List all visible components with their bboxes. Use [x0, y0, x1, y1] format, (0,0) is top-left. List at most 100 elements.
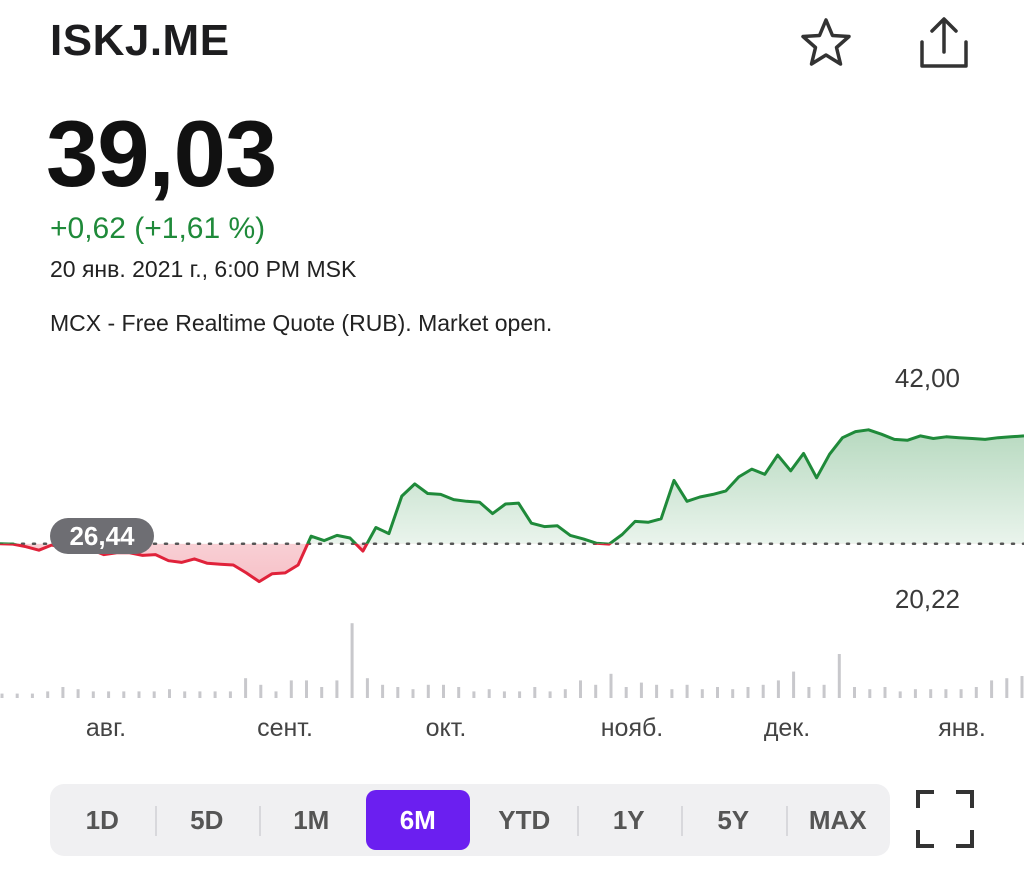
volume-bar	[761, 684, 765, 698]
volume-bar	[959, 689, 963, 698]
volume-bar	[411, 689, 415, 698]
ticker-symbol: ISKJ.ME	[50, 16, 230, 65]
volume-bar	[320, 687, 324, 698]
volume-bar	[670, 689, 674, 698]
volume-bar	[853, 687, 856, 698]
quote-source: MCX - Free Realtime Quote (RUB). Market …	[50, 310, 553, 336]
volume-bar	[107, 691, 111, 698]
volume-bar	[944, 689, 948, 698]
volume-bar	[974, 687, 978, 698]
volume-bar	[883, 687, 887, 698]
area-fill-down	[1, 543, 610, 582]
volume-bar	[274, 691, 278, 698]
price-change: +0,62 (+1,61 %)	[50, 212, 266, 245]
volume-bar	[1020, 676, 1024, 698]
volume-bar	[548, 691, 552, 698]
volume-bar	[487, 689, 491, 698]
range-1y-button[interactable]: 1Y	[576, 784, 682, 856]
volume-bar	[137, 691, 141, 698]
volume-bar	[716, 687, 719, 698]
volume-bar	[807, 687, 811, 698]
volume-bar	[700, 689, 704, 698]
volume-bar	[305, 680, 308, 698]
range-ytd-button[interactable]: YTD	[498, 804, 551, 835]
volume-bar	[15, 693, 19, 698]
x-axis-labels: авг. сент. окт. нояб. дек. янв.	[86, 714, 986, 742]
volume-bar	[685, 684, 689, 698]
volume-bar	[868, 689, 872, 698]
time-range-selector: 1D 5D 1M 6M YTD 1Y 5Y MAX	[50, 784, 890, 856]
range-max-button[interactable]: MAX	[785, 784, 891, 856]
volume-bar	[228, 691, 232, 698]
volume-bar	[76, 689, 80, 698]
volume-bar	[152, 691, 156, 698]
range-1d-button[interactable]: 1D	[85, 804, 119, 835]
volume-bar	[472, 691, 476, 698]
watchlist-star-button[interactable]	[796, 14, 856, 74]
volume-bar	[0, 693, 4, 698]
volume-bar	[91, 691, 95, 698]
volume-bar	[396, 687, 400, 698]
volume-bar	[289, 680, 293, 698]
volume-bar	[335, 680, 339, 698]
x-axis-label: нояб.	[601, 714, 664, 742]
volume-bar	[213, 691, 217, 698]
volume-bar	[198, 691, 202, 698]
volume-bar	[624, 687, 628, 698]
volume-bar	[502, 691, 506, 698]
volume-bar	[594, 684, 598, 698]
volume-bar	[46, 691, 50, 698]
volume-bars	[0, 623, 1024, 698]
area-fill-up	[0, 429, 1024, 544]
volume-bar	[929, 689, 933, 698]
volume-bar	[776, 680, 780, 698]
high-label: 42,00	[895, 363, 960, 393]
volume-bar	[837, 654, 841, 698]
x-axis-label: авг.	[86, 714, 126, 742]
fullscreen-icon	[916, 790, 974, 848]
volume-bar	[898, 691, 902, 698]
low-label: 20,22	[895, 584, 960, 614]
price-line-up	[0, 428, 1024, 544]
volume-bar	[822, 684, 826, 698]
x-axis-label: янв.	[938, 714, 986, 742]
volume-bar	[563, 689, 567, 698]
previous-close-badge: 26,44	[50, 518, 154, 554]
volume-bar	[30, 693, 34, 698]
volume-bar	[518, 691, 522, 698]
volume-bar	[792, 671, 796, 698]
volume-bar	[350, 623, 354, 698]
volume-bar	[442, 684, 445, 698]
range-1m-button[interactable]: 1M	[259, 784, 364, 856]
share-icon	[920, 17, 968, 68]
x-axis-label: дек.	[764, 714, 810, 742]
volume-bar	[746, 687, 750, 698]
volume-bar	[61, 687, 65, 698]
volume-bar	[426, 684, 430, 698]
volume-bar	[990, 680, 994, 698]
volume-bar	[183, 691, 187, 698]
fullscreen-button[interactable]	[914, 788, 976, 850]
volume-bar	[457, 687, 461, 698]
volume-bar	[655, 684, 659, 698]
range-5y-button[interactable]: 5Y	[681, 784, 786, 856]
volume-bar	[533, 687, 537, 698]
range-6m-button[interactable]: 6M	[365, 790, 470, 850]
volume-bar	[639, 682, 643, 698]
volume-bar	[609, 673, 613, 698]
volume-bar	[365, 678, 369, 698]
volume-bar	[1005, 678, 1009, 698]
previous-close-label: 26,44	[69, 521, 135, 551]
x-axis-label: сент.	[257, 714, 313, 742]
price-chart[interactable]: 26,44 42,00 20,22 авг. сент. окт. нояб. дек.…	[0, 350, 1024, 750]
volume-bar	[168, 689, 171, 698]
volume-bar	[913, 689, 917, 698]
quote-timestamp: 20 янв. 2021 г., 6:00 PM MSK	[50, 256, 357, 282]
price-line-down	[0, 543, 613, 584]
volume-bar	[381, 684, 385, 698]
x-axis-label: окт.	[426, 714, 467, 742]
range-5d-button[interactable]: 5D	[154, 784, 260, 856]
star-icon	[801, 18, 851, 66]
share-button[interactable]	[914, 14, 974, 74]
volume-bar	[122, 691, 126, 698]
